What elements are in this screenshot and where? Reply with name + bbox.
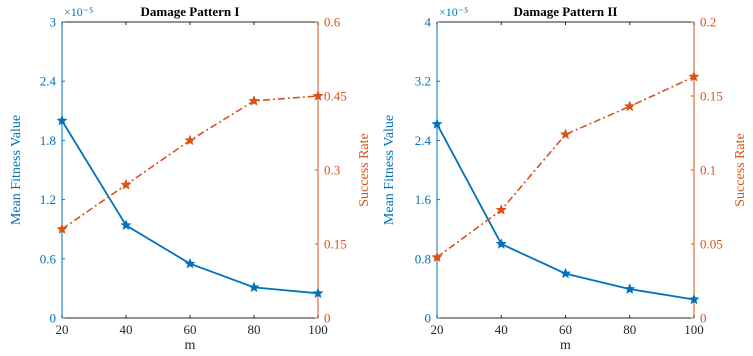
fitness-data-point	[431, 118, 443, 129]
left-y-tick-label: 1.2	[40, 192, 56, 207]
x-tick-label: 20	[56, 322, 69, 337]
right-y-tick-label: 0.3	[324, 163, 340, 178]
fitness-data-point	[624, 283, 636, 294]
left-y-tick-label: 0	[50, 311, 57, 326]
left-y-tick-label: 2.4	[415, 133, 432, 148]
fitness-data-point	[184, 257, 196, 269]
x-axis-label: m	[185, 338, 196, 353]
chart-panel-1: 20 40 60 80 10000.61.21.82.4300.150.30.450.6…	[9, 4, 372, 353]
left-y-axis-label: Mean Fitness Value	[382, 115, 397, 225]
x-tick-label: 80	[248, 322, 261, 337]
left-y-tick-label: 4	[425, 15, 432, 30]
left-y-tick-label: 2.4	[40, 74, 57, 89]
x-tick-label: 20	[431, 322, 444, 337]
fitness-series-line	[61, 120, 319, 295]
fitness-data-point	[248, 281, 260, 293]
x-tick-label: 40	[120, 322, 133, 337]
success-series-line	[436, 76, 695, 258]
fitness-data-point	[120, 219, 132, 230]
success-data-point	[120, 178, 132, 190]
left-y-axis-label: Mean Fitness Value	[9, 115, 24, 225]
right-y-tick-label: 0.2	[700, 15, 716, 30]
right-y-tick-label: 0.05	[700, 237, 723, 252]
right-y-tick-label: 0	[700, 311, 707, 326]
left-axis-exponent: ×10⁻⁵	[64, 5, 93, 19]
right-y-axis-label: Success Rate	[733, 133, 748, 206]
success-data-point	[624, 100, 636, 112]
success-data-point	[312, 90, 324, 101]
x-axis-label: m	[560, 338, 571, 353]
right-y-tick-label: 0.45	[324, 89, 347, 104]
success-data-point	[56, 223, 68, 234]
fitness-data-point	[688, 293, 700, 305]
success-series-line	[61, 95, 319, 230]
success-data-point	[559, 128, 572, 140]
x-tick-label: 100	[684, 322, 704, 337]
right-y-tick-label: 0.1	[700, 163, 716, 178]
left-y-tick-label: 0.6	[40, 251, 57, 266]
x-tick-label: 40	[495, 322, 508, 337]
x-tick-label: 80	[623, 322, 636, 337]
success-data-point	[431, 251, 443, 263]
chart-title: Damage Pattern I	[141, 4, 240, 19]
right-y-tick-label: 0.15	[324, 237, 347, 252]
success-data-point	[248, 95, 260, 106]
right-y-tick-label: 0.6	[324, 15, 341, 30]
fitness-data-point	[56, 114, 68, 126]
success-data-point	[495, 204, 507, 215]
chart-title: Damage Pattern II	[514, 4, 618, 19]
left-y-tick-label: 3	[50, 15, 57, 30]
right-y-axis-label: Success Rate	[357, 133, 372, 206]
x-tick-label: 60	[559, 322, 572, 337]
left-y-tick-label: 1.8	[40, 133, 56, 148]
left-y-tick-label: 0.8	[415, 251, 431, 266]
x-tick-label: 60	[184, 322, 197, 337]
left-y-tick-label: 1.6	[415, 192, 432, 207]
success-data-point	[688, 70, 700, 82]
left-y-tick-label: 3.2	[415, 74, 431, 89]
fitness-data-point	[559, 267, 572, 279]
chart-panel-2: 20 40 60 80 10000.81.62.43.2400.050.10.150.2…	[382, 4, 748, 353]
right-y-tick-label: 0.15	[700, 89, 723, 104]
left-axis-exponent: ×10⁻⁵	[439, 5, 468, 19]
right-y-tick-label: 0	[324, 311, 331, 326]
left-y-tick-label: 0	[425, 311, 432, 326]
success-data-point	[184, 134, 196, 146]
x-tick-label: 100	[308, 322, 328, 337]
fitness-data-point	[312, 287, 324, 299]
fitness-data-point	[495, 238, 507, 249]
